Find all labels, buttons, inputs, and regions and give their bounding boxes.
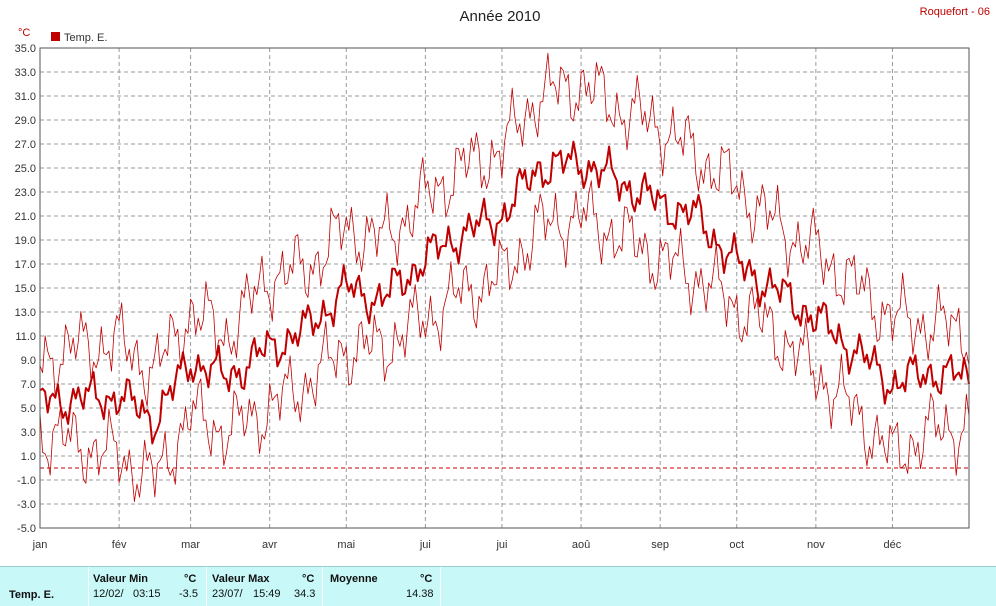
min-value: -3.5 xyxy=(179,588,198,600)
x-tick-label: oct xyxy=(729,539,744,551)
min-label: Valeur Min xyxy=(93,573,149,585)
y-tick-label: -3.0 xyxy=(17,499,36,511)
min-date: 12/02/ xyxy=(93,588,124,600)
y-tick-label: -5.0 xyxy=(17,523,36,535)
stats-row-header: Temp. E. xyxy=(0,567,89,606)
y-tick-label: 19.0 xyxy=(15,235,36,247)
min-time: 03:15 xyxy=(133,588,161,600)
avg-label: Moyenne xyxy=(330,573,378,585)
vertical-gridlines xyxy=(118,48,893,528)
x-tick-label: sep xyxy=(651,539,669,551)
max-time: 15:49 xyxy=(253,588,281,600)
y-tick-label: 7.0 xyxy=(21,379,36,391)
y-tick-label: 9.0 xyxy=(21,355,36,367)
y-tick-label: 23.0 xyxy=(15,187,36,199)
x-tick-label: mai xyxy=(337,539,355,551)
station-name: Roquefort - 06 xyxy=(920,6,990,18)
y-tick-label: 29.0 xyxy=(15,115,36,127)
x-tick-label: déc xyxy=(884,539,902,551)
stats-max-cell: Valeur Max °C 23/07/ 15:49 34.3 xyxy=(206,567,323,606)
y-tick-label: 11.0 xyxy=(15,331,36,343)
temperature-chart: Année 2010 Roquefort - 06 °C Temp. E. 35… xyxy=(15,6,990,551)
y-tick-label: 15.0 xyxy=(15,283,36,295)
series-lines xyxy=(39,52,970,502)
series-line-max xyxy=(39,52,970,407)
x-tick-label: jui xyxy=(495,539,507,551)
y-tick-label: 21.0 xyxy=(15,211,36,223)
x-tick-label: aoû xyxy=(572,539,590,551)
x-tick-label: avr xyxy=(262,539,278,551)
stats-panel: Temp. E. Valeur Min °C 12/02/ 03:15 -3.5… xyxy=(0,566,996,606)
y-tick-label: 33.0 xyxy=(15,67,36,79)
x-tick-label: jan xyxy=(32,539,48,551)
stats-row-label: Temp. E. xyxy=(9,589,55,601)
x-tick-label: fév xyxy=(112,539,127,551)
y-tick-label: -1.0 xyxy=(17,475,36,487)
avg-unit: °C xyxy=(420,573,433,585)
y-tick-label: 25.0 xyxy=(15,163,36,175)
stats-avg-cell: Moyenne °C 14.38 xyxy=(322,567,441,606)
stats-min-cell: Valeur Min °C 12/02/ 03:15 -3.5 xyxy=(88,567,207,606)
y-tick-labels: 35.0 33.0 31.0 29.0 27.0 25.0 23.0 21.0 19.0 17.0… xyxy=(15,43,36,535)
y-axis-unit: °C xyxy=(18,27,30,39)
y-tick-label: 1.0 xyxy=(21,451,36,463)
series-line-min xyxy=(39,180,970,502)
max-unit: °C xyxy=(302,573,315,585)
x-tick-label: nov xyxy=(807,539,825,551)
y-tick-label: 35.0 xyxy=(15,43,36,55)
max-value: 34.3 xyxy=(294,588,316,600)
legend-swatch xyxy=(51,32,60,41)
min-unit: °C xyxy=(184,573,197,585)
chart-title: Année 2010 xyxy=(460,8,541,25)
x-tick-label: mar xyxy=(181,539,200,551)
x-tick-label: jui xyxy=(419,539,431,551)
plot-frame xyxy=(39,47,970,529)
y-tick-label: 17.0 xyxy=(15,259,36,271)
max-label: Valeur Max xyxy=(212,573,270,585)
x-tick-labels: jan fév mar avr mai jui jui aoû sep oct nov déc xyxy=(32,539,902,551)
y-tick-label: 31.0 xyxy=(15,91,36,103)
y-tick-label: 3.0 xyxy=(21,427,36,439)
avg-value: 14.38 xyxy=(406,588,434,600)
legend-label: Temp. E. xyxy=(64,32,107,44)
y-tick-label: 27.0 xyxy=(15,139,36,151)
y-tick-label: 5.0 xyxy=(21,403,36,415)
max-date: 23/07/ xyxy=(212,588,243,600)
series-line-mean xyxy=(39,140,970,445)
y-tick-label: 13.0 xyxy=(15,307,36,319)
